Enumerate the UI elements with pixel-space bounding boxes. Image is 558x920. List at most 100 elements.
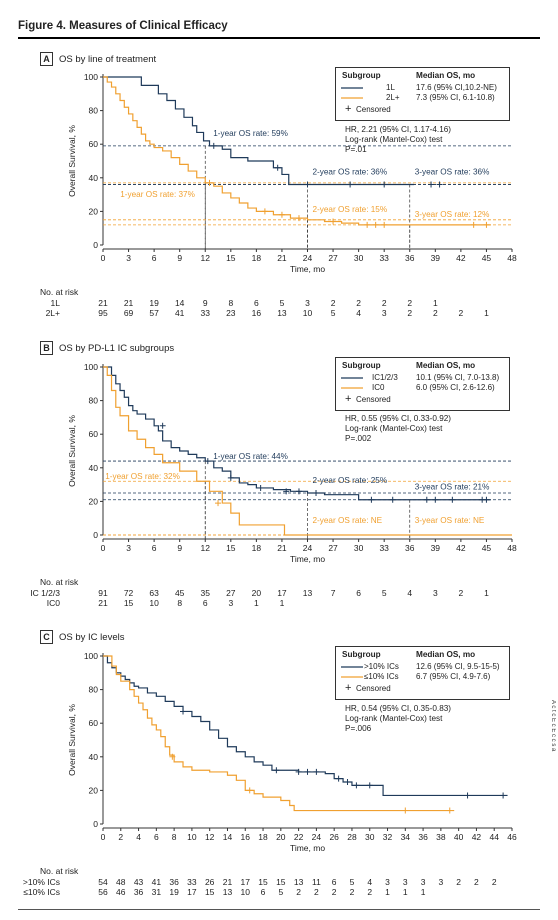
rate-annotation: 1-year OS rate: 37%: [120, 190, 195, 199]
figure-title: Figure 4. Measures of Clinical Efficacy: [18, 20, 228, 32]
y-tick-label: 100: [84, 651, 98, 661]
risk-cell: 10: [149, 598, 159, 608]
risk-cell: 10: [240, 887, 250, 897]
legend-subgroup-header: Subgroup: [342, 650, 381, 659]
risk-cell: 15: [123, 598, 134, 608]
legend-median-header: Median OS, mo: [416, 361, 476, 370]
x-tick-label: 48: [507, 253, 517, 263]
panel-b-letter: B: [40, 341, 53, 355]
legend-median-2l: 7.3 (95% CI, 6.1-10.8): [416, 93, 495, 102]
censor-mark: [204, 458, 211, 465]
panel-a-header: A OS by line of treatment: [40, 52, 156, 66]
risk-cell: 95: [98, 308, 108, 318]
censor-mark: [273, 767, 280, 774]
censor-mark: [402, 807, 409, 814]
risk-cell: 13: [222, 887, 233, 897]
legend-label-high-ic: >10% ICs: [364, 662, 399, 671]
legend-median-ic0: 6.0 (95% CI, 2.6-12.6): [416, 383, 495, 392]
risk-cell: 31: [151, 887, 162, 897]
risk-cell: 2: [407, 308, 413, 318]
risk-cell: 17: [240, 877, 250, 887]
x-tick-label: 36: [418, 832, 428, 842]
x-tick-label: 15: [226, 253, 236, 263]
risk-cell: 91: [98, 588, 108, 598]
x-tick-label: 33: [379, 253, 389, 263]
x-tick-label: 45: [482, 543, 492, 553]
stats-panel-b: HR, 0.55 (95% CI, 0.33-0.92) Log-rank (M…: [345, 414, 451, 444]
x-tick-label: 45: [482, 253, 492, 263]
panel-c-header: C OS by IC levels: [40, 630, 124, 644]
risk-cell: 63: [149, 588, 159, 598]
y-axis-label: Overall Survival, %: [67, 704, 77, 776]
risk-cell: 20: [251, 588, 262, 598]
censor-mark: [381, 181, 388, 188]
x-tick-label: 24: [312, 832, 322, 842]
x-tick-label: 12: [201, 543, 211, 553]
censor-mark: [432, 496, 439, 503]
risk-cell: 6: [331, 877, 337, 887]
risk-cell: 8: [228, 298, 234, 308]
censor-mark: [274, 164, 281, 171]
rate-annotation: 3-year OS rate: 21%: [415, 483, 490, 492]
censor-mark: [215, 500, 222, 507]
risk-cell: 2: [458, 308, 464, 318]
legend-label-ic0: IC0: [372, 383, 385, 392]
p-value: P=.006: [345, 724, 372, 733]
censor-mark: [335, 775, 342, 782]
y-tick-label: 20: [89, 206, 99, 216]
risk-cell: 2: [407, 298, 413, 308]
risk-cell: 3: [438, 877, 444, 887]
censor-mark: [428, 181, 435, 188]
risk-cell: 1: [402, 887, 408, 897]
legend-subgroup-header: Subgroup: [342, 361, 381, 370]
censor-mark: [304, 181, 311, 188]
censor-mark: [381, 221, 388, 228]
risk-table-header: No. at risk: [40, 287, 79, 297]
risk-cell: 3: [305, 298, 310, 308]
risk-cell: 36: [133, 887, 144, 897]
legend-swatches: [341, 377, 363, 389]
x-tick-label: 32: [383, 832, 393, 842]
risk-cell: 2: [491, 877, 497, 887]
legend-label-ic123: IC1/2/3: [372, 373, 398, 382]
legend-swatches: [341, 87, 363, 99]
risk-cell: 21: [222, 877, 233, 887]
hazard-ratio: HR, 0.55 (95% CI, 0.33-0.92): [345, 414, 452, 423]
x-tick-label: 24: [303, 253, 313, 263]
risk-row-label: >10% ICs: [22, 877, 60, 887]
x-tick-label: 26: [329, 832, 339, 842]
risk-row-label: IC 1/2/3: [30, 588, 60, 598]
censor-mark: [257, 484, 264, 491]
km-curve-ic1-2-3: [103, 366, 491, 501]
legend-label-1l: 1L: [386, 83, 395, 92]
risk-cell: 7: [330, 588, 336, 598]
panel-b-title: OS by PD-L1 IC subgroups: [59, 342, 175, 354]
risk-cell: 11: [311, 877, 321, 887]
risk-cell: 15: [258, 877, 268, 887]
risk-cell: 26: [204, 877, 215, 887]
censor-mark: [389, 496, 396, 503]
x-tick-label: 30: [365, 832, 375, 842]
censor-mark: [295, 215, 302, 222]
censor-mark: [283, 488, 290, 495]
risk-cell: 69: [123, 308, 134, 318]
legend-median-low-ic: 6.7 (95% CI, 4.9-7.6): [416, 672, 491, 681]
x-axis-label: Time, mo: [290, 554, 325, 564]
censor-mark: [500, 792, 507, 799]
x-tick-label: 40: [454, 832, 464, 842]
stats-panel-c: HR, 0.54 (95% CI, 0.35-0.83) Log-rank (M…: [345, 704, 451, 734]
risk-cell: 2: [456, 877, 461, 887]
risk-cell: 4: [356, 308, 361, 318]
km-curve--10-ics: [103, 655, 455, 812]
risk-cell: 27: [226, 588, 236, 598]
x-tick-label: 3: [126, 543, 131, 553]
censored-marker-icon: +: [345, 682, 352, 694]
x-tick-label: 6: [154, 832, 159, 842]
censor-mark: [464, 792, 471, 799]
y-tick-label: 60: [89, 429, 99, 439]
censor-mark: [353, 782, 360, 789]
x-tick-label: 36: [405, 253, 415, 263]
censor-mark: [423, 496, 430, 503]
y-tick-label: 0: [93, 530, 98, 540]
